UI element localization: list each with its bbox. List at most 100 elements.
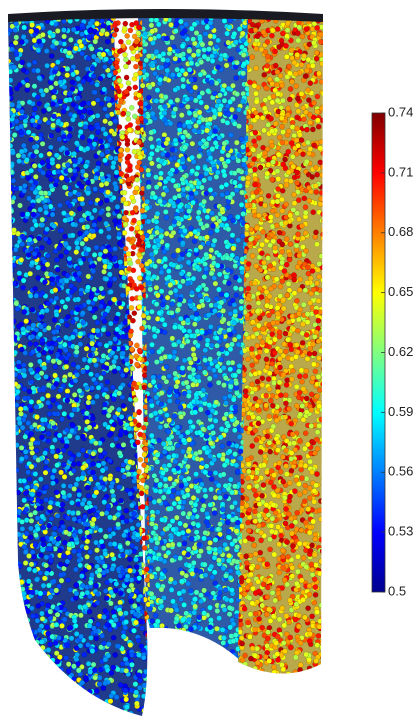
- particle: [9, 326, 14, 331]
- particle: [70, 335, 75, 340]
- particle: [29, 29, 34, 34]
- particle: [5, 436, 10, 441]
- particle: [75, 307, 80, 312]
- particle: [23, 652, 28, 657]
- particle: [7, 222, 12, 227]
- particle: [43, 708, 48, 713]
- particle: [108, 601, 113, 606]
- particle: [165, 58, 170, 63]
- particle: [48, 642, 53, 647]
- particle: [30, 334, 35, 339]
- particle: [22, 620, 27, 625]
- particle: [84, 505, 89, 510]
- particle: [33, 510, 38, 515]
- particle: [36, 506, 41, 511]
- particle: [41, 711, 46, 716]
- particle: [50, 101, 55, 106]
- particle: [86, 285, 91, 290]
- particle: [58, 528, 63, 533]
- particle: [45, 625, 50, 630]
- particle: [104, 57, 109, 62]
- particle: [103, 119, 108, 124]
- particle: [74, 591, 79, 596]
- particle: [129, 503, 134, 508]
- particle: [194, 30, 199, 35]
- particle: [67, 352, 72, 357]
- particle: [218, 57, 223, 62]
- particle: [94, 688, 99, 693]
- particle: [55, 612, 60, 617]
- particle: [74, 141, 79, 146]
- particle: [8, 96, 13, 101]
- particle: [47, 30, 52, 35]
- particle: [45, 63, 50, 68]
- particle: [8, 670, 13, 675]
- particle: [29, 379, 34, 384]
- particle: [71, 319, 76, 324]
- particle: [47, 505, 52, 510]
- particle: [7, 241, 12, 246]
- particle: [52, 526, 57, 531]
- particle: [54, 257, 59, 262]
- particle: [155, 566, 160, 571]
- particle: [32, 106, 37, 111]
- particle: [85, 642, 90, 647]
- particle: [65, 516, 70, 521]
- particle: [107, 408, 112, 413]
- particle: [8, 69, 13, 74]
- particle: [40, 537, 45, 542]
- particle: [101, 127, 106, 132]
- particle: [72, 618, 77, 623]
- particle: [88, 117, 93, 122]
- particle: [38, 207, 43, 212]
- particle: [46, 400, 51, 405]
- particle: [30, 153, 35, 158]
- particle: [7, 123, 12, 128]
- particle: [133, 337, 138, 342]
- particle: [37, 685, 42, 690]
- particle: [49, 133, 54, 138]
- particle: [129, 662, 134, 667]
- particle: [6, 265, 11, 270]
- particle: [98, 201, 103, 206]
- particle: [82, 711, 87, 716]
- particle: [100, 468, 105, 473]
- particle: [133, 100, 138, 105]
- particle: [8, 143, 13, 148]
- particle: [9, 455, 14, 460]
- particle: [88, 110, 93, 115]
- particle: [90, 400, 95, 405]
- particle: [30, 260, 35, 265]
- particle: [52, 89, 57, 94]
- particle: [36, 492, 41, 497]
- particle: [159, 517, 164, 522]
- particle: [64, 98, 69, 103]
- particle: [113, 588, 118, 593]
- particle: [38, 570, 43, 575]
- particle: [11, 563, 16, 568]
- particle: [192, 508, 197, 513]
- particle: [47, 546, 52, 551]
- particle: [217, 272, 222, 277]
- particle: [15, 697, 20, 702]
- particle: [33, 440, 38, 445]
- particle: [83, 675, 88, 680]
- particle: [104, 221, 109, 226]
- particle: [87, 425, 92, 430]
- particle: [84, 545, 89, 550]
- particle: [240, 234, 245, 239]
- particle: [240, 144, 245, 149]
- particle: [44, 484, 49, 489]
- particle: [125, 465, 130, 470]
- particle: [47, 411, 52, 416]
- particle: [93, 675, 98, 680]
- particle: [9, 618, 14, 623]
- particle: [39, 371, 44, 376]
- particle: [6, 365, 11, 370]
- particle: [6, 362, 11, 367]
- particle: [19, 445, 24, 450]
- particle: [178, 521, 183, 526]
- particle: [7, 137, 12, 142]
- particle: [185, 281, 190, 286]
- particle: [21, 591, 26, 596]
